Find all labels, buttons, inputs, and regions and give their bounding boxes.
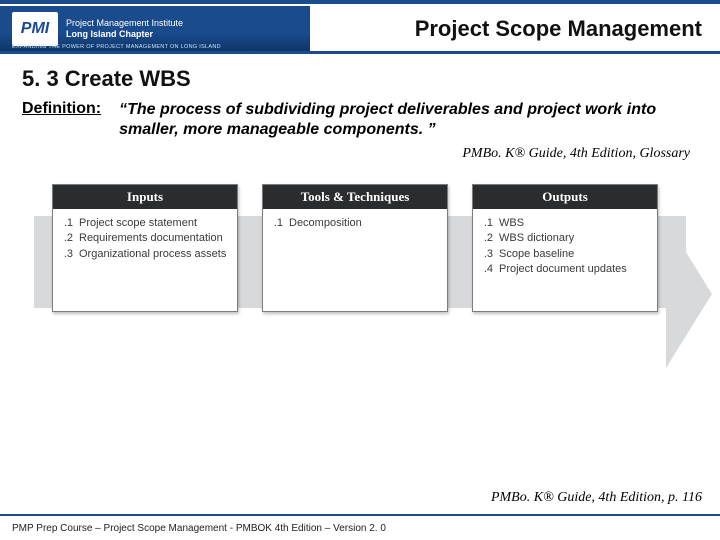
item-text: Organizational process assets	[79, 247, 229, 261]
definition-text: “The process of subdividing project deli…	[119, 100, 698, 140]
column-item: .2 Requirements documentation	[61, 231, 229, 245]
column-item: .1 Decomposition	[271, 216, 439, 230]
item-text: Project document updates	[499, 262, 649, 276]
diagram-column: Outputs .1 WBS .2 WBS dictionary .3 Scope base…	[472, 184, 658, 312]
column-header: Tools & Techniques	[263, 185, 447, 209]
section-heading: 5. 3 Create WBS	[22, 66, 698, 92]
column-body: .1 WBS .2 WBS dictionary .3 Scope baseline .4 P…	[473, 209, 657, 287]
column-item: .3 Organizational process assets	[61, 247, 229, 261]
diagram-column: Tools & Techniques .1 Decomposition	[262, 184, 448, 312]
citation-top: PMBo. K® Guide, 4th Edition, Glossary	[22, 146, 698, 162]
item-text: WBS	[499, 216, 649, 230]
column-item: .4 Project document updates	[481, 262, 649, 276]
definition-row: Definition: “The process of subdividing …	[22, 100, 698, 140]
item-number: .2	[61, 231, 73, 245]
process-diagram: Inputs .1 Project scope statement .2 Require…	[34, 184, 686, 334]
item-number: .1	[61, 216, 73, 230]
column-item: .1 Project scope statement	[61, 216, 229, 230]
item-number: .3	[481, 247, 493, 261]
item-number: .3	[61, 247, 73, 261]
item-number: .1	[271, 216, 283, 230]
diagram-columns: Inputs .1 Project scope statement .2 Require…	[52, 184, 658, 312]
item-text: Scope baseline	[499, 247, 649, 261]
column-body: .1 Project scope statement .2 Requirements …	[53, 209, 237, 272]
item-number: .1	[481, 216, 493, 230]
logo-line1: Project Management Institute	[66, 18, 183, 29]
footer-text: PMP Prep Course – Project Scope Manageme…	[12, 523, 386, 534]
pmi-logo-block: PMI Project Management Institute Long Is…	[0, 6, 310, 52]
logo-tagline: EXPANDING THE POWER OF PROJECT MANAGEMEN…	[0, 44, 221, 50]
footer-rule	[0, 514, 720, 516]
definition-label: Definition:	[22, 100, 101, 118]
item-text: Project scope statement	[79, 216, 229, 230]
slide-content: 5. 3 Create WBS Definition: “The process…	[0, 54, 720, 334]
page-title: Project Scope Management	[310, 16, 720, 42]
citation-bottom: PMBo. K® Guide, 4th Edition, p. 116	[491, 490, 702, 506]
item-number: .4	[481, 262, 493, 276]
column-item: .3 Scope baseline	[481, 247, 649, 261]
arrow-head-icon	[666, 220, 712, 368]
column-item: .2 WBS dictionary	[481, 231, 649, 245]
header-underline	[0, 51, 720, 54]
pmi-logo-badge: PMI	[12, 12, 58, 46]
diagram-column: Inputs .1 Project scope statement .2 Require…	[52, 184, 238, 312]
item-text: Decomposition	[289, 216, 439, 230]
column-body: .1 Decomposition	[263, 209, 447, 241]
column-item: .1 WBS	[481, 216, 649, 230]
item-text: Requirements documentation	[79, 231, 229, 245]
column-header: Outputs	[473, 185, 657, 209]
logo-line2: Long Island Chapter	[66, 29, 183, 40]
item-text: WBS dictionary	[499, 231, 649, 245]
pmi-logo-text: Project Management Institute Long Island…	[66, 18, 183, 40]
slide-header: PMI Project Management Institute Long Is…	[0, 0, 720, 54]
item-number: .2	[481, 231, 493, 245]
column-header: Inputs	[53, 185, 237, 209]
